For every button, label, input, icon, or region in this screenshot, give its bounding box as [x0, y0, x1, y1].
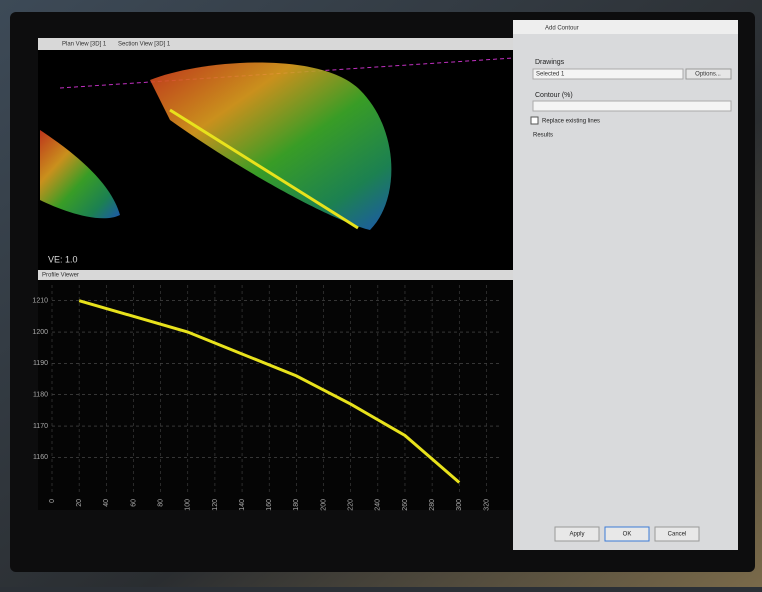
field[interactable]	[532, 68, 684, 80]
results-label: Results	[533, 133, 553, 139]
contour-label: Contour (%)	[535, 92, 573, 99]
x-tick-label: 220	[348, 499, 355, 511]
x-tick-label: 60	[130, 499, 137, 507]
x-tick-label: 200	[320, 499, 327, 511]
x-tick-label: 240	[375, 499, 382, 511]
terrain	[150, 62, 392, 230]
terrain	[40, 130, 120, 219]
y-tick-label: 1170	[33, 423, 48, 430]
dialog-button[interactable]	[604, 526, 650, 542]
x-tick-label: 100	[185, 499, 192, 511]
profile-tab-bar	[38, 270, 513, 280]
x-tick-label: 180	[293, 499, 300, 511]
scale-label: VE: 1.0	[48, 254, 78, 264]
x-tick-label: 20	[76, 499, 83, 507]
tab[interactable]: Section View [3D] 1	[118, 42, 171, 48]
button-label: OK	[623, 532, 632, 538]
x-tick-label: 40	[103, 499, 110, 507]
button-label: Apply	[569, 532, 584, 538]
checkbox[interactable]	[530, 116, 539, 125]
y-tick-label: 1180	[33, 392, 48, 399]
y-tick-label: 1210	[32, 298, 48, 305]
panel-header	[513, 20, 738, 34]
profile-title: Profile Viewer	[42, 273, 79, 279]
x-tick-label: 280	[429, 499, 436, 511]
x-tick-label: 160	[266, 499, 273, 511]
dialog-button[interactable]	[554, 526, 600, 542]
x-tick-label: 300	[456, 499, 463, 511]
section-label: Drawings	[535, 59, 565, 66]
y-tick-label: 1160	[33, 454, 48, 461]
x-tick-label: 0	[49, 499, 56, 503]
field-value: Selected 1	[536, 72, 565, 78]
x-tick-label: 260	[402, 499, 409, 511]
dialog-button[interactable]	[654, 526, 700, 542]
profile-view	[38, 274, 513, 510]
x-tick-label: 120	[212, 499, 219, 511]
x-tick-label: 80	[157, 499, 164, 507]
side-panel	[513, 20, 738, 550]
contour-field[interactable]	[532, 100, 732, 112]
x-tick-label: 140	[239, 499, 246, 511]
button-label: Cancel	[668, 532, 687, 538]
profile-line	[78, 299, 461, 484]
options-button[interactable]	[685, 68, 732, 80]
tab[interactable]: Plan View [3D] 1	[62, 42, 107, 48]
button-label: Options...	[695, 72, 721, 78]
section-line	[169, 108, 359, 230]
y-tick-label: 1200	[32, 329, 48, 336]
checkbox-label: Replace existing lines	[542, 119, 600, 125]
x-tick-label: 320	[483, 499, 490, 511]
y-tick-label: 1190	[33, 360, 48, 367]
panel-title: Add Contour	[545, 26, 579, 32]
tab-bar	[38, 38, 513, 50]
